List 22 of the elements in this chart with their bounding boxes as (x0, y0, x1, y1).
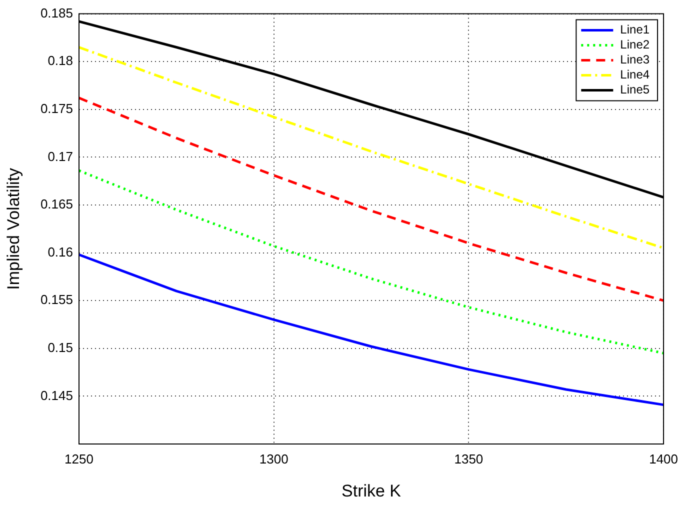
legend-label: Line3 (620, 52, 650, 67)
y-tick-label: 0.17 (48, 148, 73, 164)
x-tick-label: 1250 (64, 451, 94, 466)
x-tick-label: 1300 (259, 451, 288, 466)
x-tick-label: 1400 (649, 451, 678, 466)
line-series (79, 96, 664, 302)
y-tick-label: 0.155 (40, 292, 73, 308)
legend-label: Line1 (620, 22, 650, 37)
y-tick-label: 0.18 (48, 53, 73, 68)
y-axis-title: Implied Volatility (4, 167, 23, 290)
legend-label: Line5 (620, 82, 650, 97)
x-tick-label: 1350 (454, 451, 484, 466)
y-tick-label: 0.175 (40, 100, 73, 116)
y-tick-label: 0.16 (48, 244, 73, 260)
legend-label: Line2 (620, 38, 650, 52)
y-tick-label: 0.15 (48, 340, 73, 355)
legend-label: Line4 (620, 68, 650, 82)
x-axis-title: Strike K (342, 481, 402, 500)
line-series (79, 169, 664, 354)
y-tick-label: 0.165 (40, 196, 73, 212)
y-tick-label: 0.185 (40, 5, 73, 20)
y-tick-label: 0.145 (40, 388, 73, 403)
